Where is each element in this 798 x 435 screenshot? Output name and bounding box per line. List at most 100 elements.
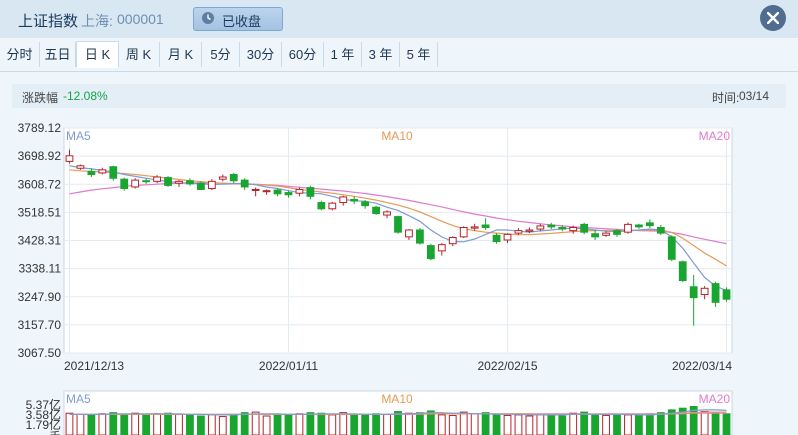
close-icon xyxy=(767,12,779,24)
tab-10[interactable]: 5 年 xyxy=(400,42,438,67)
market-status-button[interactable]: 已收盘 xyxy=(193,7,283,31)
tab-1[interactable]: 五日 xyxy=(40,42,76,67)
candle-body xyxy=(405,229,413,238)
candle-body xyxy=(175,180,183,184)
candle-body xyxy=(525,229,534,232)
candle-body xyxy=(580,223,589,233)
candle-body xyxy=(142,180,151,183)
volume-bar xyxy=(678,407,687,435)
volume-bar xyxy=(481,412,490,435)
volume-bar xyxy=(536,413,545,435)
market-status-label: 已收盘 xyxy=(222,14,262,29)
change-label: 涨跌幅 xyxy=(22,91,59,105)
candle-body xyxy=(645,222,654,227)
volume-bar xyxy=(186,414,194,435)
candle-body xyxy=(328,202,337,210)
x-tick-label: 2022/02/15 xyxy=(477,359,537,373)
tab-5[interactable]: 5分 xyxy=(202,42,240,67)
candle-body xyxy=(558,227,567,230)
volume-bar xyxy=(339,412,348,435)
volume-bar xyxy=(525,415,534,435)
volume-bar xyxy=(207,414,216,435)
volume-bar xyxy=(645,413,654,435)
volume-ma20-label: MA20 xyxy=(699,392,731,406)
volume-bar xyxy=(131,412,140,435)
volume-bar xyxy=(383,413,391,435)
x-tick-label: 2021/12/13 xyxy=(64,359,124,373)
candle-body xyxy=(87,170,96,175)
volume-bar xyxy=(361,414,370,435)
candle-body xyxy=(656,227,665,234)
volume-bar xyxy=(98,413,107,435)
tab-2[interactable]: 日 K xyxy=(76,41,119,68)
volume-bar xyxy=(470,413,479,435)
tab-4[interactable]: 月 K xyxy=(160,42,202,67)
time-label: 时间: xyxy=(712,91,740,105)
volume-bar xyxy=(164,412,172,435)
candle-body xyxy=(65,155,74,162)
tab-9[interactable]: 3 年 xyxy=(362,42,400,67)
volume-bar xyxy=(459,411,468,435)
volume-bar xyxy=(295,413,304,435)
ma10-label: MA10 xyxy=(381,129,413,143)
candle-body xyxy=(700,287,709,296)
candle-body xyxy=(613,230,621,235)
x-tick-label: 2022/03/14 xyxy=(672,359,732,373)
volume-y-tick-label: 3.58亿 xyxy=(26,407,61,422)
candle-body xyxy=(416,229,424,244)
candle-body xyxy=(131,179,140,188)
volume-bar xyxy=(635,414,643,435)
candle-body xyxy=(372,206,380,214)
candle-body xyxy=(339,196,348,204)
tab-3[interactable]: 周 K xyxy=(118,42,160,67)
volume-bar xyxy=(405,412,413,435)
tab-6[interactable]: 30分 xyxy=(240,42,282,67)
candle-body xyxy=(689,286,698,299)
candle-body xyxy=(98,169,107,174)
candle-body xyxy=(350,198,359,202)
candle-body xyxy=(722,289,731,300)
volume-bar xyxy=(196,415,205,435)
volume-bar xyxy=(284,414,293,435)
vol-ma5-line xyxy=(69,409,727,416)
volume-bar xyxy=(65,412,74,435)
candle-body xyxy=(514,230,523,234)
volume-bar xyxy=(416,412,424,435)
close-button[interactable] xyxy=(760,5,786,31)
tab-8[interactable]: 1 年 xyxy=(324,42,362,67)
candle-body xyxy=(361,201,370,207)
time-value: 03/14 xyxy=(739,89,770,103)
y-tick-label: 3428.31 xyxy=(18,234,62,248)
volume-bar xyxy=(613,413,621,435)
volume-bar xyxy=(591,414,600,435)
volume-bar xyxy=(218,416,227,435)
candle-body xyxy=(306,187,315,197)
volume-y-tick-label: 5.37亿 xyxy=(26,397,61,412)
candle-body xyxy=(317,202,326,210)
candle-body xyxy=(591,233,600,238)
volume-bar xyxy=(514,414,523,435)
change-value: -12.08% xyxy=(63,89,108,103)
ma5-label: MA5 xyxy=(66,129,91,143)
candle-body xyxy=(624,223,632,233)
volume-ma5-label: MA5 xyxy=(66,392,91,406)
candle-body xyxy=(218,176,227,180)
kline-chart[interactable]: 3789.12 3698.92 3608.72 3518.51 3428.31 3338.… xyxy=(0,118,798,435)
volume-bar xyxy=(76,413,85,435)
volume-bar xyxy=(656,412,665,435)
tab-0[interactable]: 分时 xyxy=(0,42,40,67)
candle-body xyxy=(481,224,490,229)
volume-bar xyxy=(722,413,731,435)
candle-body xyxy=(109,166,118,179)
volume-bar xyxy=(372,413,380,435)
candle-body xyxy=(635,224,643,228)
volume-bar xyxy=(503,414,512,435)
volume-bar xyxy=(492,413,501,435)
candle-body xyxy=(667,236,676,260)
candle-body xyxy=(229,173,238,182)
tab-7[interactable]: 60分 xyxy=(282,42,324,67)
volume-bar xyxy=(175,413,183,435)
market-label: 上海: xyxy=(81,13,113,29)
candle-body xyxy=(678,261,687,282)
volume-bar xyxy=(87,414,96,435)
